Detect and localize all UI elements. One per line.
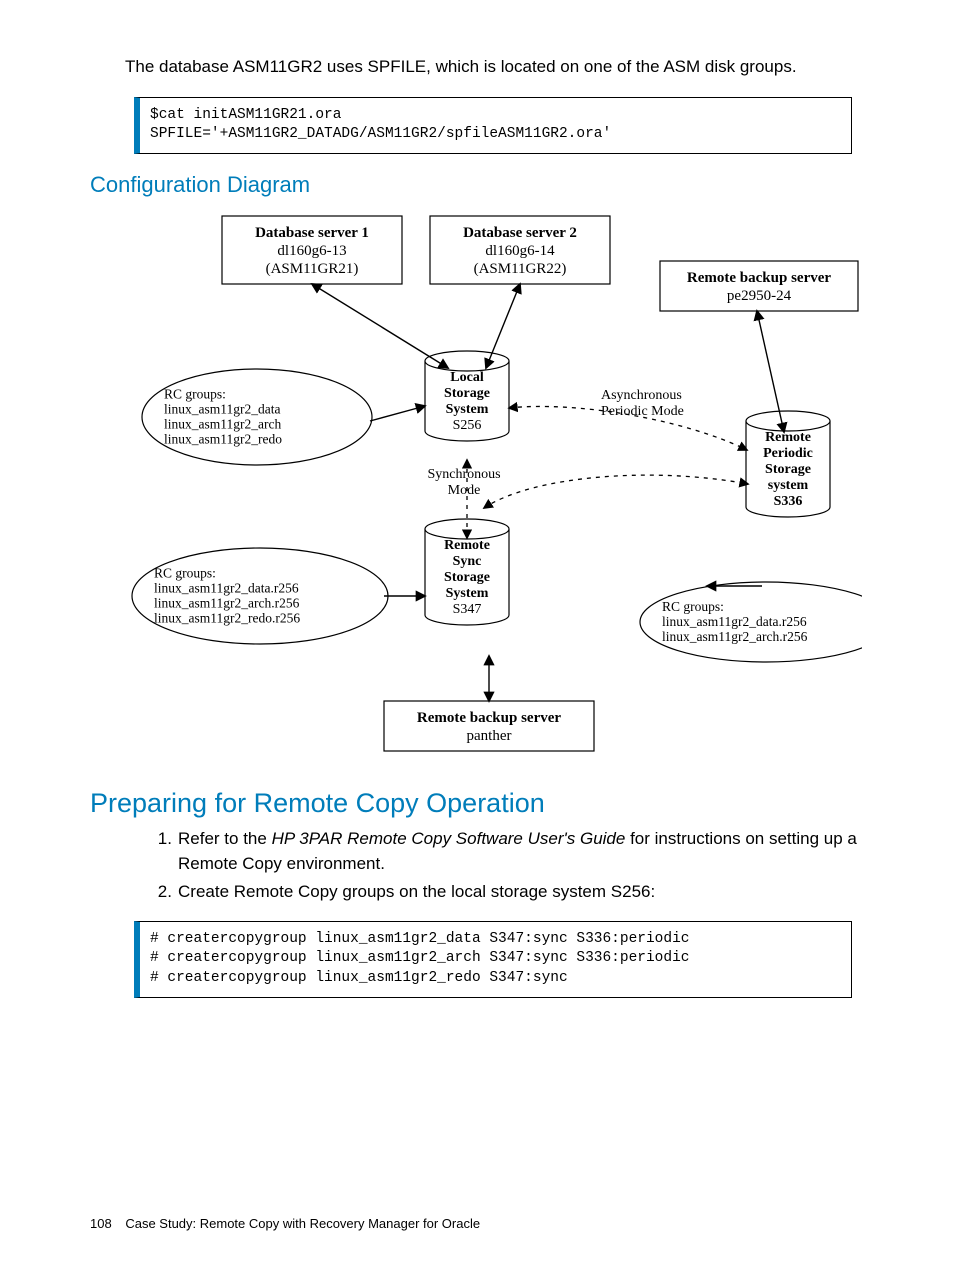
svg-text:Local: Local	[450, 370, 484, 385]
footer-title: Case Study: Remote Copy with Recovery Ma…	[125, 1216, 480, 1231]
page-number: 108	[90, 1216, 112, 1231]
page-footer: 108 Case Study: Remote Copy with Recover…	[90, 1216, 480, 1231]
svg-text:S336: S336	[774, 494, 803, 509]
svg-text:System: System	[446, 402, 489, 417]
svg-text:Remote: Remote	[765, 430, 811, 445]
svg-text:S256: S256	[453, 418, 482, 433]
svg-text:RC groups:: RC groups:	[164, 386, 226, 401]
svg-text:S347: S347	[453, 602, 482, 617]
step-1: Refer to the HP 3PAR Remote Copy Softwar…	[150, 825, 864, 878]
svg-text:Mode: Mode	[448, 483, 481, 498]
svg-text:linux_asm11gr2_arch.r256: linux_asm11gr2_arch.r256	[154, 595, 300, 610]
svg-text:linux_asm11gr2_arch.r256: linux_asm11gr2_arch.r256	[662, 629, 808, 644]
svg-text:linux_asm11gr2_data.r256: linux_asm11gr2_data.r256	[662, 614, 807, 629]
svg-text:Synchronous: Synchronous	[427, 467, 500, 482]
svg-text:Remote backup server: Remote backup server	[417, 710, 561, 726]
svg-text:Database server 1: Database server 1	[255, 225, 369, 241]
svg-text:dl160g6-14: dl160g6-14	[485, 243, 555, 259]
svg-text:Remote backup server: Remote backup server	[687, 270, 831, 286]
svg-text:Remote: Remote	[444, 538, 490, 553]
svg-text:system: system	[768, 478, 809, 493]
svg-text:linux_asm11gr2_redo.r256: linux_asm11gr2_redo.r256	[154, 610, 300, 625]
svg-text:Storage: Storage	[444, 570, 490, 585]
svg-text:pe2950-24: pe2950-24	[727, 288, 792, 304]
step-2: Create Remote Copy groups on the local s…	[150, 878, 864, 907]
svg-text:Periodic: Periodic	[763, 446, 813, 461]
configuration-diagram: Database server 1 dl160g6-13 (ASM11GR21) Da…	[90, 206, 864, 766]
svg-text:Periodic Mode: Periodic Mode	[601, 404, 684, 419]
svg-text:dl160g6-13: dl160g6-13	[277, 243, 346, 259]
heading-configuration-diagram: Configuration Diagram	[90, 172, 864, 198]
intro-text: The database ASM11GR2 uses SPFILE, which…	[125, 55, 864, 79]
svg-text:linux_asm11gr2_data: linux_asm11gr2_data	[164, 401, 280, 416]
svg-text:linux_asm11gr2_redo: linux_asm11gr2_redo	[164, 431, 282, 446]
code-block-spfile: $cat initASM11GR21.ora SPFILE='+ASM11GR2…	[134, 97, 852, 154]
svg-text:RC groups:: RC groups:	[662, 599, 724, 614]
svg-text:Sync: Sync	[453, 554, 482, 569]
svg-text:linux_asm11gr2_arch: linux_asm11gr2_arch	[164, 416, 281, 431]
step-1-guide-title: HP 3PAR Remote Copy Software User's Guid…	[272, 829, 626, 848]
code-block-creatercopygroup: # creatercopygroup linux_asm11gr2_data S…	[134, 921, 852, 998]
prepare-steps-list: Refer to the HP 3PAR Remote Copy Softwar…	[150, 825, 864, 907]
svg-text:Storage: Storage	[765, 462, 811, 477]
step-1-text-a: Refer to the	[178, 829, 272, 848]
svg-text:(ASM11GR21): (ASM11GR21)	[266, 261, 359, 277]
svg-text:Asynchronous: Asynchronous	[601, 388, 682, 403]
svg-text:System: System	[446, 586, 489, 601]
svg-text:RC groups:: RC groups:	[154, 565, 216, 580]
svg-text:linux_asm11gr2_data.r256: linux_asm11gr2_data.r256	[154, 580, 299, 595]
svg-text:Database server 2: Database server 2	[463, 225, 577, 241]
svg-text:(ASM11GR22): (ASM11GR22)	[474, 261, 567, 277]
heading-preparing-remote-copy: Preparing for Remote Copy Operation	[90, 788, 864, 819]
svg-text:panther: panther	[467, 728, 512, 744]
svg-text:Storage: Storage	[444, 386, 490, 401]
